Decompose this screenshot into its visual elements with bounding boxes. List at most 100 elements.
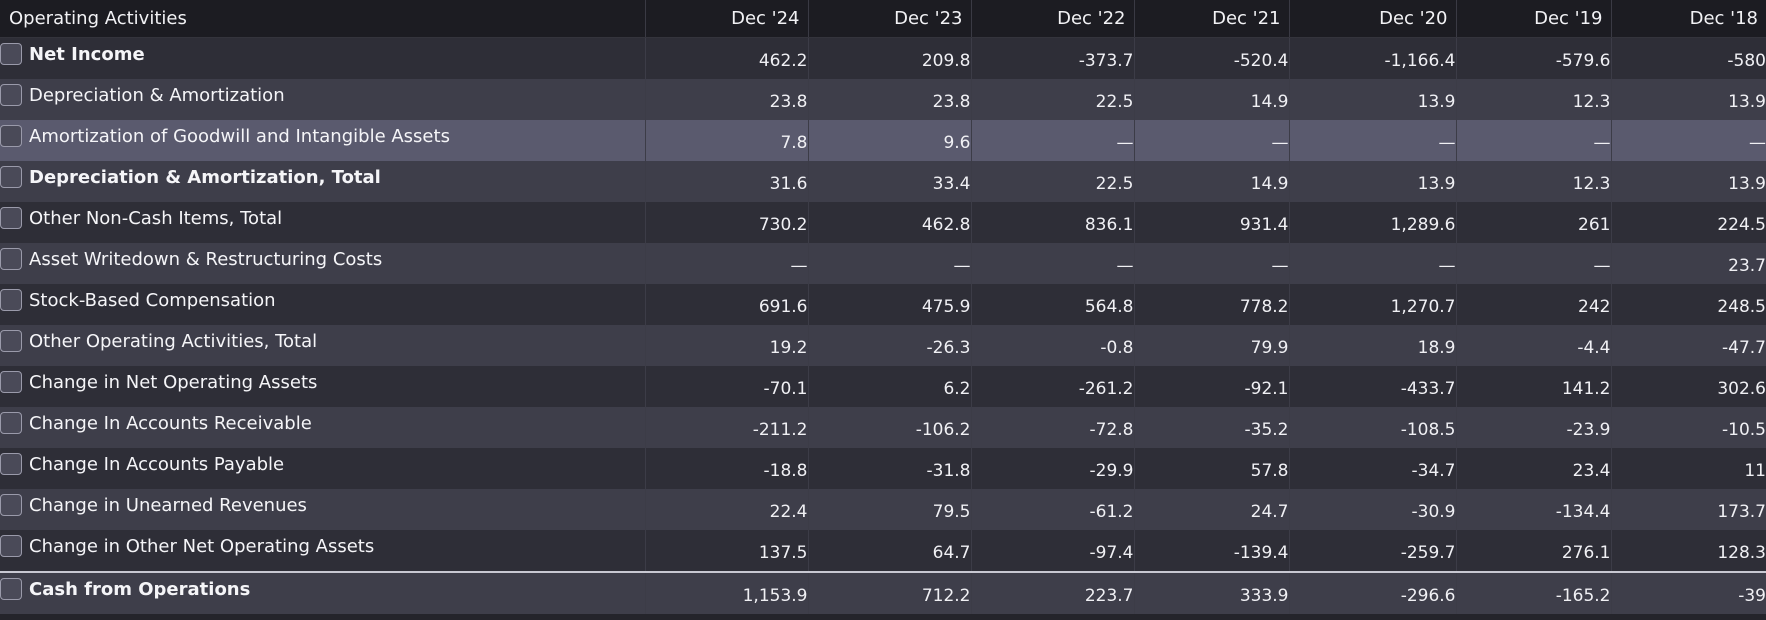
value-cell: 836.1 [970,201,1134,243]
checkbox-icon[interactable] [0,535,22,557]
year-header[interactable]: Dec '23 [807,0,971,38]
value-cell: 22.5 [970,78,1134,120]
table-row[interactable]: Change in Unearned Revenues 22.4 79.5 -61.2… [0,488,1766,530]
cell-value: -106.2 [915,420,971,440]
value-cell: 242 [1455,283,1611,325]
table-row[interactable]: Depreciation & Amortization 23.8 23.8 22.5 1… [0,78,1766,120]
cell-value: -134.4 [1555,502,1611,522]
table-row[interactable]: Other Operating Activities, Total 19.2 -26… [0,324,1766,366]
table-row[interactable]: Change in Net Operating Assets -70.1 6.2 -2… [0,365,1766,407]
cell-value: -139.4 [1233,543,1289,563]
checkbox-icon[interactable] [0,453,22,475]
year-header[interactable]: Dec '22 [970,0,1134,38]
table-row[interactable]: Amortization of Goodwill and Intangible … [0,119,1766,161]
cell-value: 31.6 [769,174,808,194]
year-header[interactable]: Dec '21 [1133,0,1289,38]
value-cell: -26.3 [807,324,971,366]
row-label-cell: Change in Net Operating Assets [0,366,645,407]
row-label: Change in Net Operating Assets [29,371,318,393]
value-cell: 14.9 [1133,160,1289,202]
cell-value: 64.7 [932,543,971,563]
cell-value: 13.9 [1417,174,1456,194]
year-header[interactable]: Dec '18 [1610,0,1766,38]
table-row[interactable]: Other Non-Cash Items, Total 730.2 462.8 836… [0,201,1766,243]
row-label-cell: Cash from Operations [0,570,645,614]
cell-value: — [1593,256,1611,276]
table-row[interactable]: Change In Accounts Payable -18.8 -31.8 -29.… [0,447,1766,489]
row-label: Cash from Operations [29,578,251,600]
value-cell: 13.9 [1288,78,1456,120]
cell-value: -29.9 [1089,461,1134,481]
value-cell: 19.2 [644,324,808,366]
checkbox-icon[interactable] [0,330,22,352]
cell-value: -92.1 [1244,379,1289,399]
checkbox-icon[interactable] [0,84,22,106]
cell-value: 13.9 [1728,174,1766,194]
checkbox-icon[interactable] [0,494,22,516]
value-cell: 7.8 [644,119,808,161]
table-row[interactable]: Depreciation & Amortization, Total 31.6 33… [0,160,1766,202]
cell-value: -259.7 [1400,543,1456,563]
checkbox-icon[interactable] [0,578,22,600]
cell-value: — [1271,133,1289,153]
cell-value: 302.6 [1717,379,1766,399]
row-label: Depreciation & Amortization [29,84,285,106]
table-row[interactable]: Change in Other Net Operating Assets 137.… [0,529,1766,572]
value-cell: -61.2 [970,488,1134,530]
value-cell: — [1455,119,1611,161]
checkbox-icon[interactable] [0,248,22,270]
value-cell: -1,166.4 [1288,37,1456,79]
value-cell: -373.7 [970,37,1134,79]
cell-value: 128.3 [1717,543,1766,563]
value-cell: 13.9 [1610,78,1766,120]
cell-value: 475.9 [921,297,971,317]
cell-value: 261 [1578,215,1611,235]
cell-value: 79.5 [932,502,971,522]
value-cell: 137.5 [644,529,808,572]
checkbox-icon[interactable] [0,166,22,188]
value-cell: -433.7 [1288,365,1456,407]
year-header[interactable]: Dec '24 [644,0,808,38]
value-cell: 248.5 [1610,283,1766,325]
value-cell: -580 [1610,37,1766,79]
cell-value: 1,270.7 [1390,297,1456,317]
cell-value: 276.1 [1561,543,1611,563]
value-cell: 931.4 [1133,201,1289,243]
checkbox-icon[interactable] [0,412,22,434]
cell-value: -23.9 [1566,420,1611,440]
table-row[interactable]: Change In Accounts Receivable -211.2 -106.… [0,406,1766,448]
cell-value: -373.7 [1078,51,1134,71]
cell-value: -61.2 [1089,502,1134,522]
cell-value: — [1593,133,1611,153]
row-label: Asset Writedown & Restructuring Costs [29,248,383,270]
value-cell: 1,153.9 [644,570,808,614]
value-cell: 57.8 [1133,447,1289,489]
table-row[interactable]: Asset Writedown & Restructuring Costs — — —… [0,242,1766,284]
checkbox-icon[interactable] [0,289,22,311]
cell-value: — [1438,133,1456,153]
row-label-cell: Depreciation & Amortization [0,79,645,120]
cell-value: -4.4 [1577,338,1611,358]
value-cell: -259.7 [1288,529,1456,572]
year-header[interactable]: Dec '19 [1455,0,1611,38]
checkbox-icon[interactable] [0,207,22,229]
value-cell: -72.8 [970,406,1134,448]
cell-value: 19.2 [769,338,808,358]
cell-value: — [1116,133,1134,153]
value-cell: 302.6 [1610,365,1766,407]
cell-value: 712.2 [921,586,971,606]
checkbox-icon[interactable] [0,43,22,65]
value-cell: 33.4 [807,160,971,202]
checkbox-icon[interactable] [0,371,22,393]
table-row[interactable]: Cash from Operations 1,153.9 712.2 223.7 333… [0,570,1766,614]
checkbox-icon[interactable] [0,125,22,147]
value-cell: — [1610,119,1766,161]
cell-value: 462.2 [758,51,808,71]
value-cell: 141.2 [1455,365,1611,407]
cell-value: -165.2 [1555,586,1611,606]
table-row[interactable]: Net Income 462.2 209.8 -373.7 -520.4 -1,166.4… [0,37,1766,79]
table-row[interactable]: Stock-Based Compensation 691.6 475.9 564.8 7… [0,283,1766,325]
value-cell: 22.4 [644,488,808,530]
year-header[interactable]: Dec '20 [1288,0,1456,38]
value-cell: 209.8 [807,37,971,79]
